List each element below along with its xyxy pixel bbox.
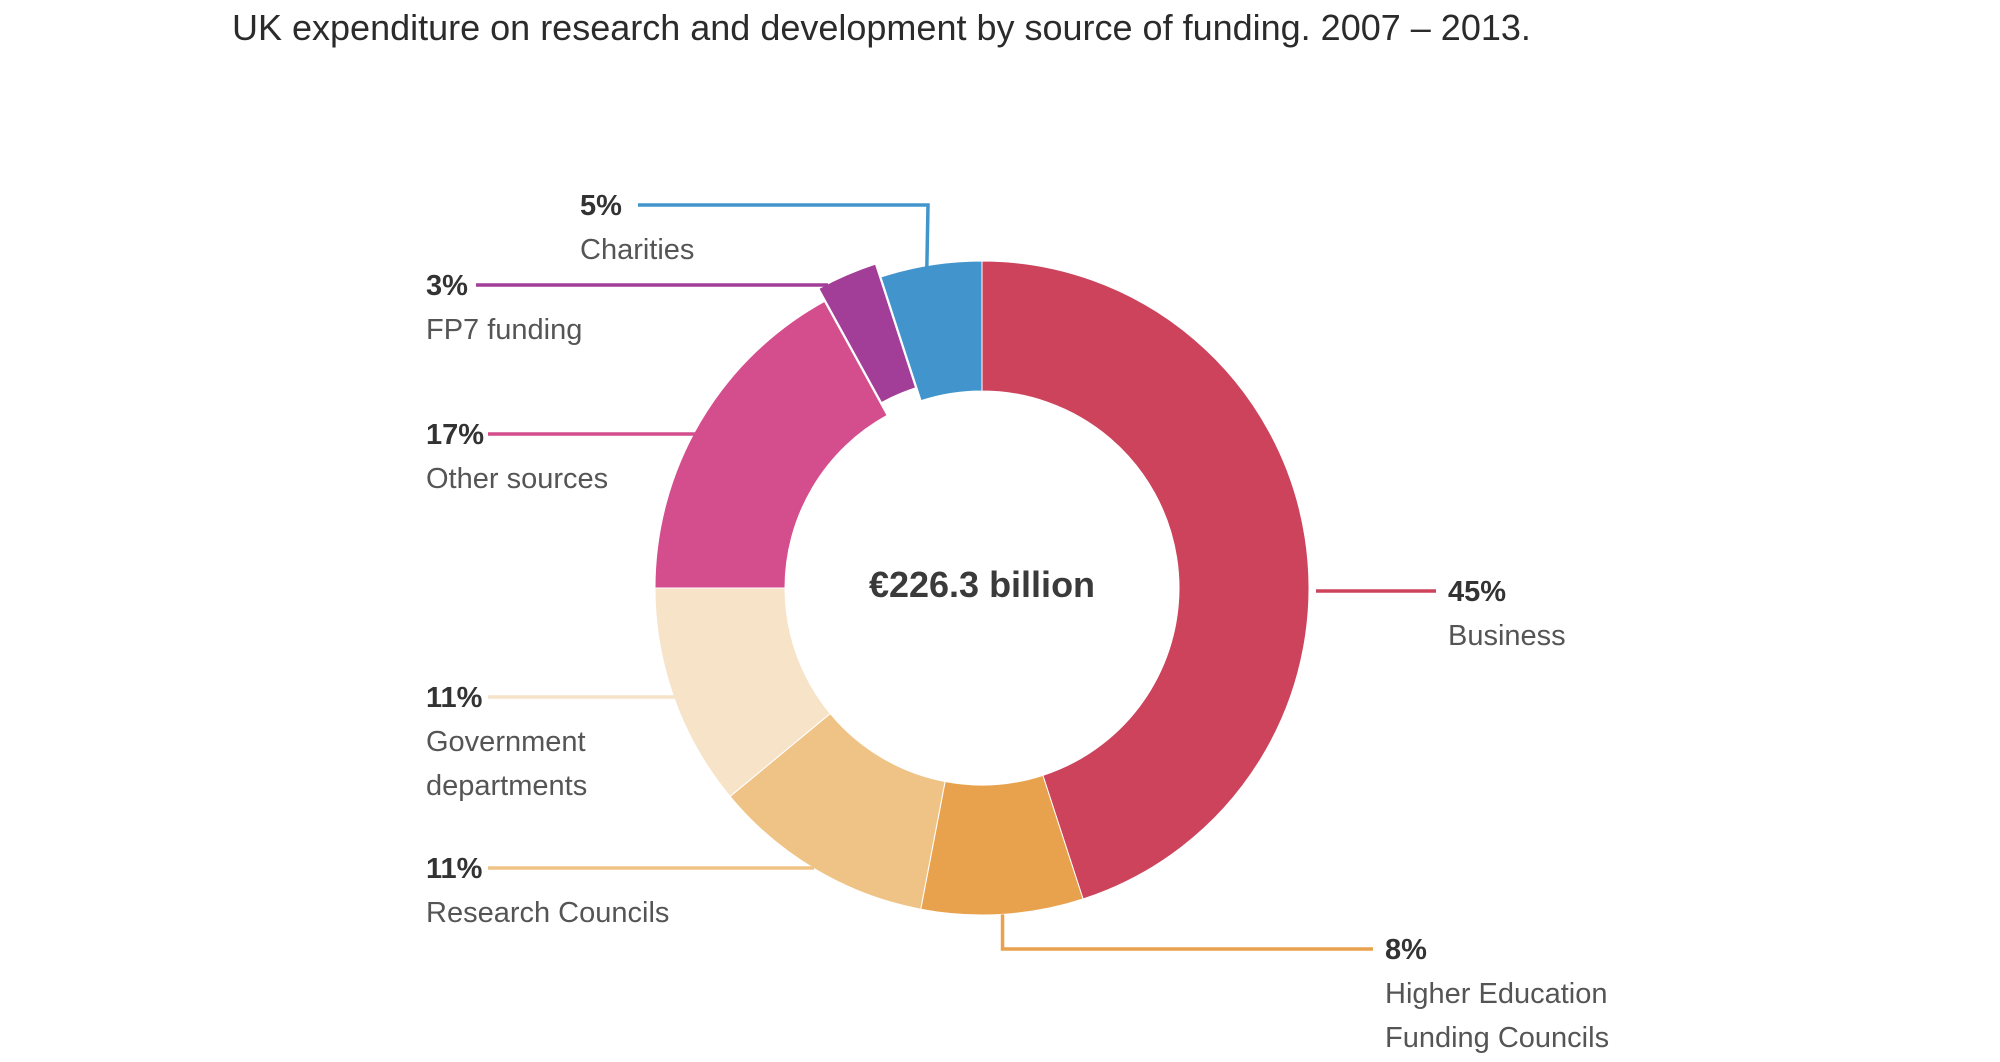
slice-fp7-funding [818,263,917,404]
slice-other-sources [654,300,888,589]
leader-line-charities [638,203,930,268]
donut-slices [654,260,1310,916]
category-label-other-sources: Other sources [426,463,608,495]
percent-label-business: 45% [1448,576,1506,608]
center-total-label: €226.3 billion [869,564,1095,605]
leader-line-higher-education-funding-councils [1000,914,1373,951]
slice-business [981,260,1310,900]
percent-label-fp7-funding: 3% [426,270,468,302]
percent-label-charities: 5% [580,190,622,222]
category-label-higher-education-funding-councils-line-1: Higher Education [1385,978,1607,1010]
percent-label-research-councils: 11% [426,853,483,885]
percent-label-other-sources: 17% [426,419,484,451]
chart-title: UK expenditure on research and developme… [232,7,1531,48]
category-label-government-departments-line-1: Government [426,726,586,758]
category-label-research-councils: Research Councils [426,897,669,929]
leader-lines [476,203,1436,951]
percent-label-higher-education-funding-councils: 8% [1385,934,1427,966]
category-label-business: Business [1448,620,1566,652]
category-label-fp7-funding: FP7 funding [426,314,582,346]
slice-labels: 45% Business 8% Higher Education Funding Cou… [426,190,1609,1054]
category-label-charities: Charities [580,234,694,266]
category-label-higher-education-funding-councils-line-2: Funding Councils [1385,1022,1609,1054]
slice-charities [880,260,983,402]
percent-label-government-departments: 11% [426,682,483,714]
category-label-government-departments-line-2: departments [426,770,587,802]
